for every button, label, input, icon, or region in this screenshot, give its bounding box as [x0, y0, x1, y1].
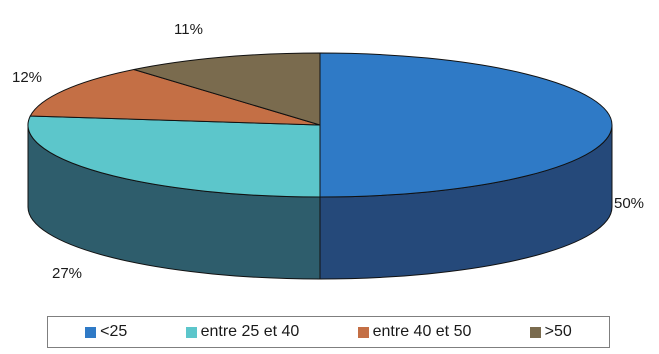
legend-label: entre 25 et 40 [200, 323, 300, 340]
pie-chart: 50% 27% 12% 11% [12, 21, 644, 282]
pie-slice-lt25 [319, 52, 613, 198]
legend-item-gt50: >50 [529, 323, 572, 341]
pie-slice-gt50 [133, 52, 321, 126]
legend-item-25-40: entre 25 et 40 [185, 323, 300, 341]
slice-label-40-50: 12% [12, 69, 42, 86]
legend-label: entre 40 et 50 [372, 323, 472, 340]
legend-swatch [185, 326, 197, 338]
slice-label-25-40: 27% [52, 265, 82, 282]
legend-swatch [529, 326, 541, 338]
slice-label-lt25: 50% [614, 195, 644, 212]
legend-item-lt25: <25 [85, 323, 127, 341]
legend: <25 entre 25 et 40 entre 40 et 50 >50 [47, 316, 610, 348]
legend-swatch [357, 326, 369, 338]
legend-label: >50 [544, 323, 572, 340]
legend-swatch [85, 326, 97, 338]
pie-tops [27, 52, 613, 198]
slice-label-gt50: 11% [174, 21, 203, 38]
pie-slice-40-50 [29, 69, 321, 126]
legend-item-40-50: entre 40 et 50 [357, 323, 472, 341]
pie-labels: 50% 27% 12% 11% [12, 21, 644, 282]
pie-slice-25-40 [27, 115, 321, 198]
legend-label: <25 [100, 323, 128, 340]
